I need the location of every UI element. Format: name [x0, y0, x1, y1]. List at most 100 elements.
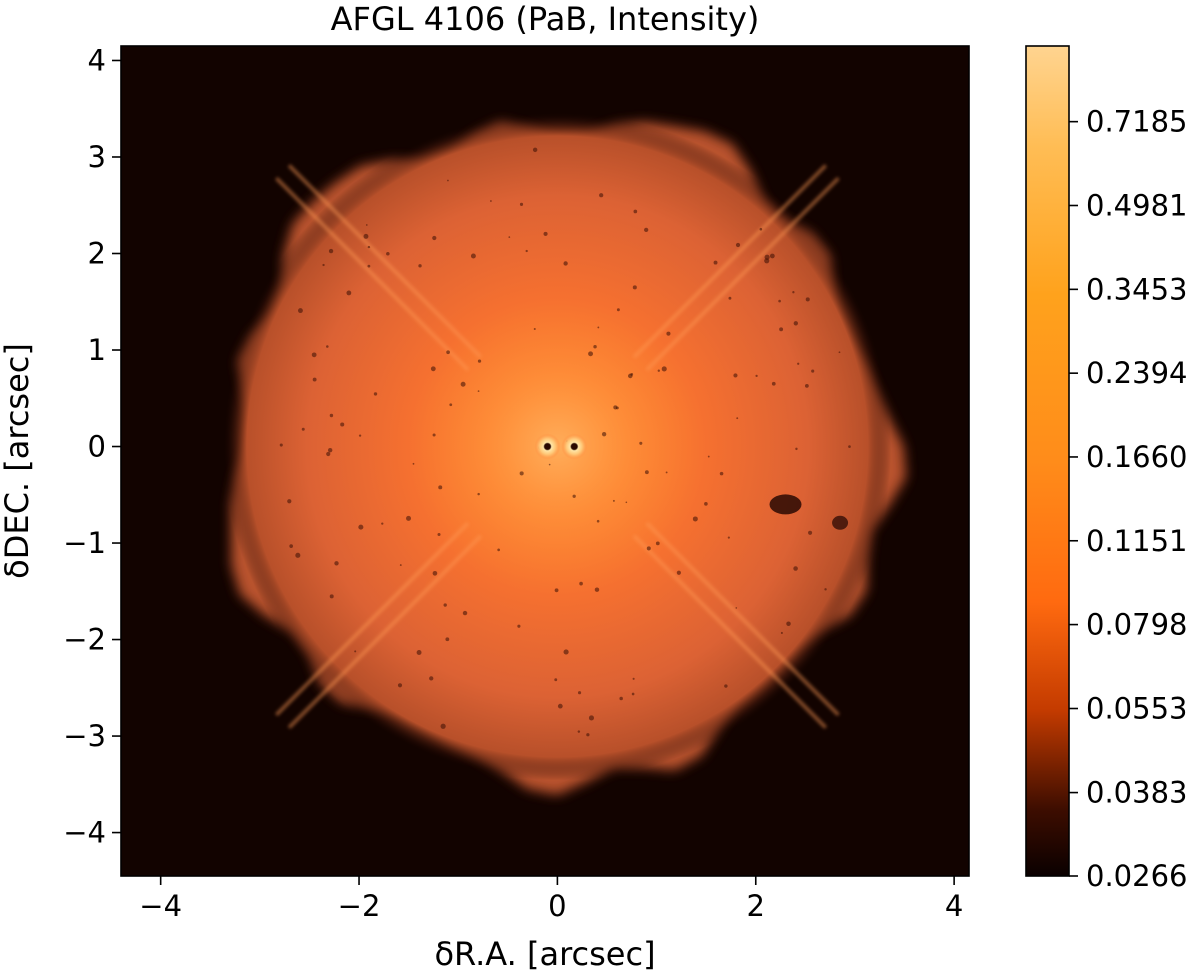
speck — [676, 570, 681, 575]
speck — [769, 253, 775, 259]
y-tick-label: −1 — [63, 526, 106, 560]
colorbar-tick-label: 0.1151 — [1086, 524, 1187, 558]
speck — [397, 683, 403, 688]
speck — [346, 290, 352, 296]
speck — [633, 209, 638, 214]
speck — [666, 331, 671, 336]
speck — [713, 260, 718, 265]
star — [534, 433, 561, 460]
speck — [613, 405, 618, 410]
speck — [572, 494, 576, 498]
speck — [793, 321, 798, 326]
speck — [367, 245, 371, 249]
speck — [432, 433, 436, 437]
speck — [612, 499, 615, 502]
speck — [848, 445, 851, 448]
speck — [329, 413, 334, 418]
speck — [533, 327, 536, 331]
speck — [786, 621, 791, 626]
speck — [596, 519, 600, 523]
colorbar-tick-label: 0.4981 — [1086, 188, 1187, 222]
nebula — [223, 112, 907, 795]
speck — [412, 462, 415, 465]
speck — [594, 587, 600, 592]
speck — [646, 546, 651, 551]
axes-frame — [120, 45, 970, 877]
speck — [631, 692, 635, 696]
speck — [597, 326, 600, 329]
speck — [326, 451, 331, 457]
colorbar-tick-label: 0.7185 — [1086, 105, 1187, 139]
speck — [579, 581, 583, 586]
speck — [367, 264, 371, 268]
speck — [632, 677, 635, 680]
speck — [601, 432, 607, 437]
speck — [373, 392, 378, 396]
y-tick-label: −3 — [63, 719, 106, 753]
speck — [519, 471, 524, 476]
speck — [470, 253, 476, 259]
speck — [418, 264, 422, 268]
speck — [599, 193, 604, 198]
speck — [764, 258, 770, 264]
speck — [365, 224, 368, 226]
x-tick-label: 2 — [747, 889, 765, 923]
speck — [795, 447, 798, 451]
speck — [804, 383, 809, 388]
y-tick-label: 4 — [88, 43, 106, 77]
diffraction-spike — [633, 535, 827, 729]
diffraction-spike — [645, 177, 840, 371]
speck — [429, 676, 434, 681]
speck — [644, 470, 649, 475]
speck — [363, 233, 369, 239]
speck — [554, 678, 558, 682]
colorbar-frame — [1025, 45, 1070, 877]
y-tick-label: −4 — [63, 816, 106, 850]
diffraction-spike — [275, 522, 469, 716]
speck — [736, 417, 739, 420]
diffraction-spike — [288, 535, 482, 729]
speck — [577, 691, 582, 695]
speck — [586, 733, 590, 737]
speck — [381, 522, 384, 525]
speck — [616, 308, 620, 312]
diffraction-spike — [288, 164, 482, 359]
speck — [497, 548, 500, 552]
speck — [301, 427, 305, 431]
speck — [432, 235, 437, 241]
speck — [593, 344, 597, 349]
speck — [462, 610, 468, 616]
speck — [805, 297, 810, 302]
speck — [279, 443, 283, 447]
speck — [838, 351, 841, 354]
speck — [438, 485, 443, 490]
y-axis-label: δDEC. [arcsec] — [0, 343, 36, 579]
y-tick-label: 1 — [88, 333, 106, 367]
speck — [519, 202, 524, 206]
speck — [334, 561, 339, 566]
speck — [771, 381, 776, 386]
speck — [707, 455, 710, 458]
speck — [563, 261, 568, 266]
dark-blob — [769, 494, 802, 515]
speck — [824, 588, 827, 591]
speck — [477, 359, 482, 363]
speck — [619, 696, 623, 701]
colorbar: 0.7185 0.4981 0.3453 0.2394 0.1660 0.1151 0.07… — [1025, 45, 1187, 893]
y-tick-label: −2 — [63, 623, 106, 657]
star — [561, 433, 588, 460]
y-tick-label: 0 — [88, 430, 106, 464]
y-tick-label: 2 — [88, 237, 106, 271]
speck — [477, 390, 480, 392]
speck — [322, 263, 325, 267]
colorbar-tick-label: 0.0553 — [1086, 692, 1187, 726]
speck — [430, 366, 436, 372]
colorbar-tick-label: 0.3453 — [1086, 272, 1187, 306]
speck — [298, 308, 303, 314]
speck — [778, 299, 781, 303]
speck — [557, 703, 563, 709]
speck — [797, 362, 800, 365]
speck — [295, 552, 301, 558]
speck — [386, 251, 390, 256]
speck — [625, 501, 628, 504]
